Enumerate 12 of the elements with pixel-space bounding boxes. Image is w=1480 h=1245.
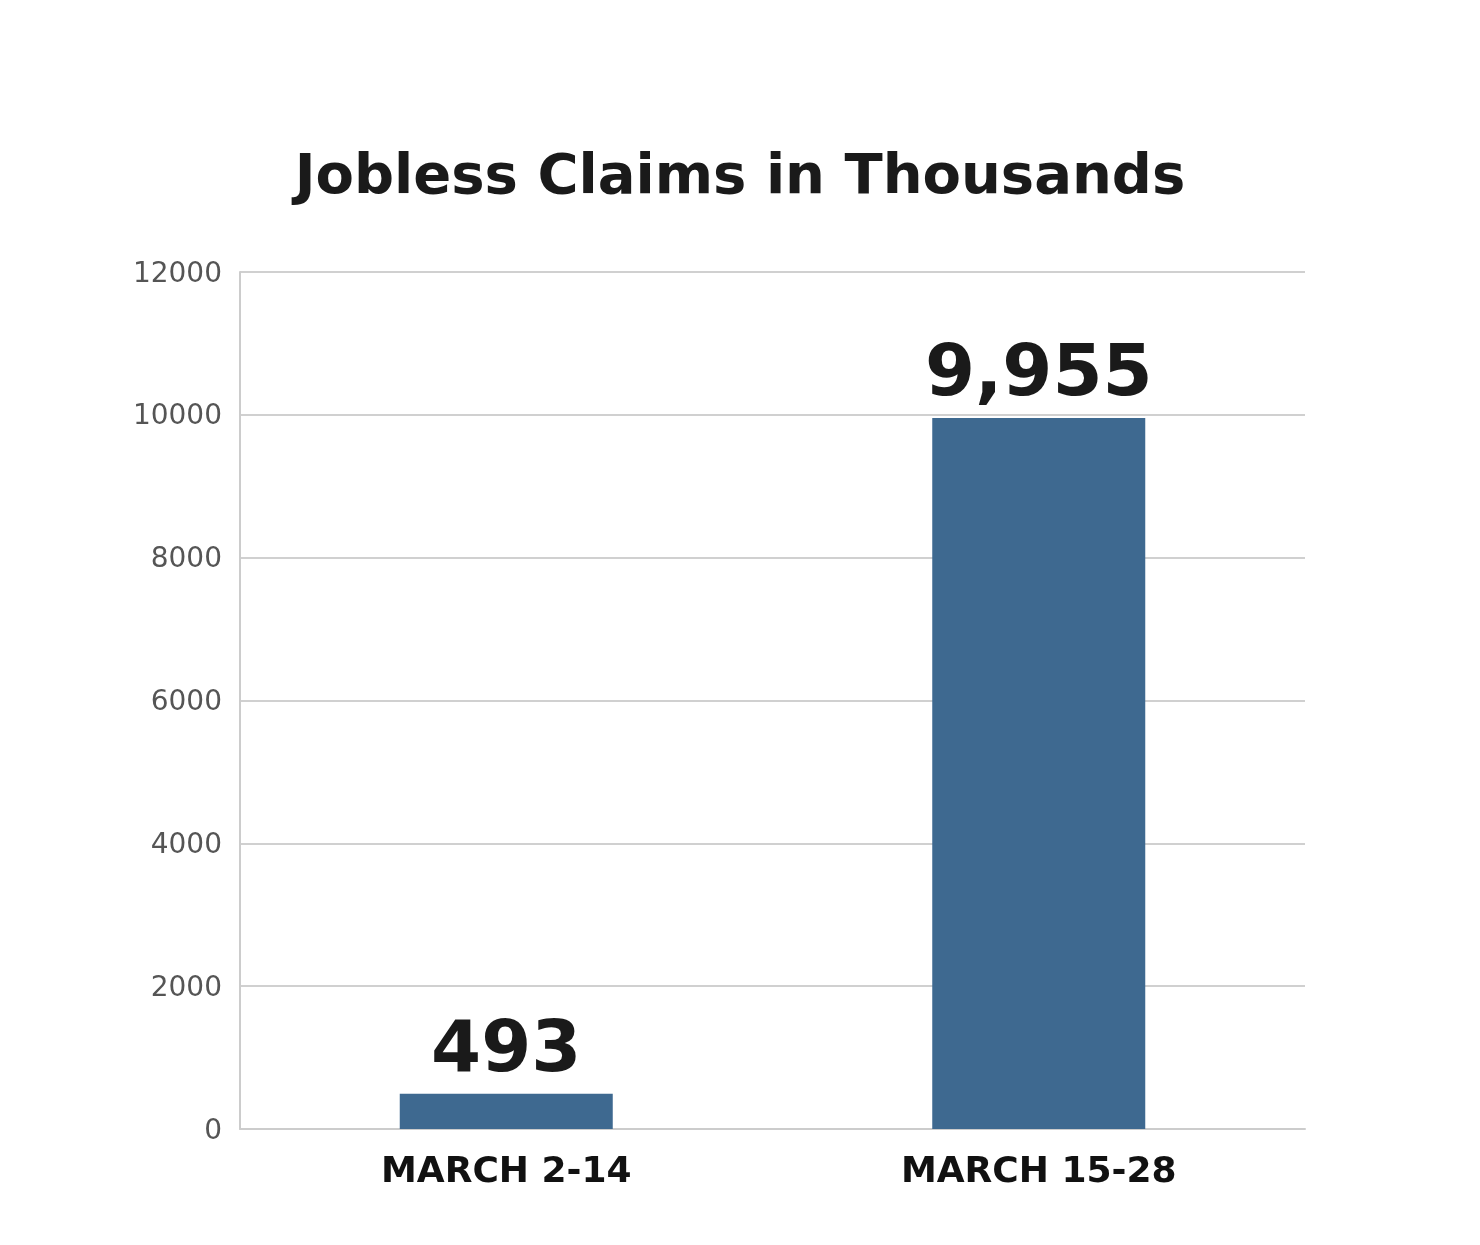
y-tick-label: 8000 (150, 541, 222, 575)
y-tick-label: 2000 (150, 969, 222, 1003)
x-tick-label: MARCH 15-28 (900, 1148, 1177, 1190)
data-label: 493 (431, 1003, 582, 1088)
data-label: 9,955 (924, 328, 1153, 413)
x-tick-label: MARCH 2-14 (380, 1148, 632, 1190)
y-tick-label: 0 (204, 1112, 222, 1146)
y-tick-label: 10000 (132, 398, 222, 432)
y-tick-label: 4000 (150, 826, 222, 860)
chart-title: Jobless Claims in Thousands (290, 140, 1186, 206)
y-tick-label: 6000 (150, 684, 222, 717)
y-tick-label: 12000 (132, 255, 222, 289)
